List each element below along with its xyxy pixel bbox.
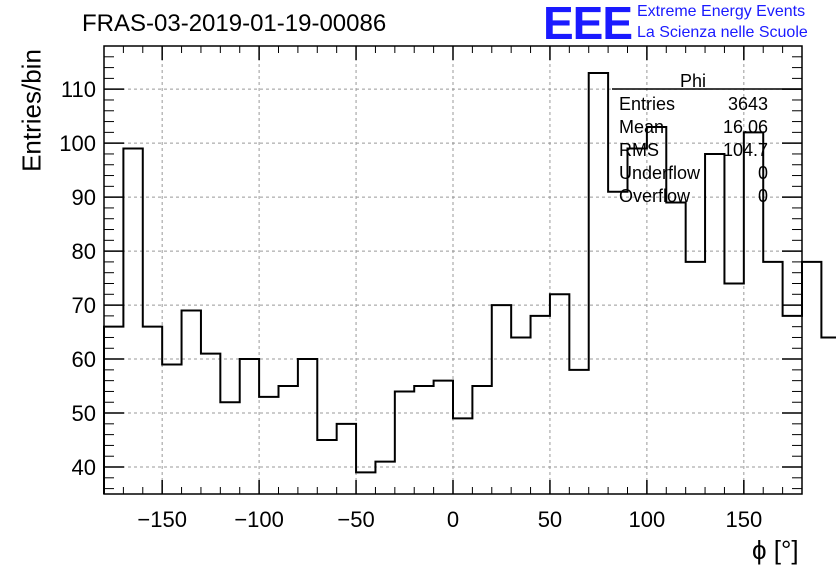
stats-box-title: Phi [680,71,706,91]
y-tick-label: 100 [59,131,96,156]
grid-lines [104,46,802,494]
logo-line-2: La Scienza nelle Scuole [637,24,808,41]
x-tick-label: −150 [137,507,187,532]
x-tick-label: −100 [234,507,284,532]
y-tick-label: 50 [72,401,96,426]
stats-row-label: RMS [619,140,659,160]
x-tick-label: 100 [629,507,666,532]
y-tick-label: 90 [72,185,96,210]
x-tick-label: 0 [447,507,459,532]
x-tick-label: −50 [337,507,374,532]
chart-title: FRAS-03-2019-01-19-00086 [82,10,387,37]
stats-row-value: 16.06 [723,117,768,137]
x-tick-label: 50 [538,507,562,532]
stats-row-label: Mean [619,117,664,137]
y-tick-label: 70 [72,293,96,318]
logo-line-1: Extreme Energy Events [637,3,806,20]
x-tick-label: 150 [725,507,762,532]
stats-row-value: 3643 [728,94,768,114]
histogram-outline [103,71,836,494]
y-tick-label: 80 [72,239,96,264]
y-axis: 40 50 60 70 80 90 100 110 [59,45,802,490]
stats-row-value: 104.7 [723,140,768,160]
y-tick-label: 110 [61,77,96,102]
stats-row-label: Overflow [619,186,691,206]
stats-row-label: Underflow [619,163,701,183]
stats-row-label: Entries [619,94,675,114]
y-tick-label: 60 [72,347,96,372]
eee-logo: EEE [543,0,633,49]
stats-row-value: 0 [758,163,768,183]
y-tick-label: 40 [72,455,96,480]
x-axis: −150 −100 −50 0 50 100 150 [103,46,803,532]
x-axis-label: ϕ [°] [752,535,799,565]
stats-row-value: 0 [758,186,768,206]
